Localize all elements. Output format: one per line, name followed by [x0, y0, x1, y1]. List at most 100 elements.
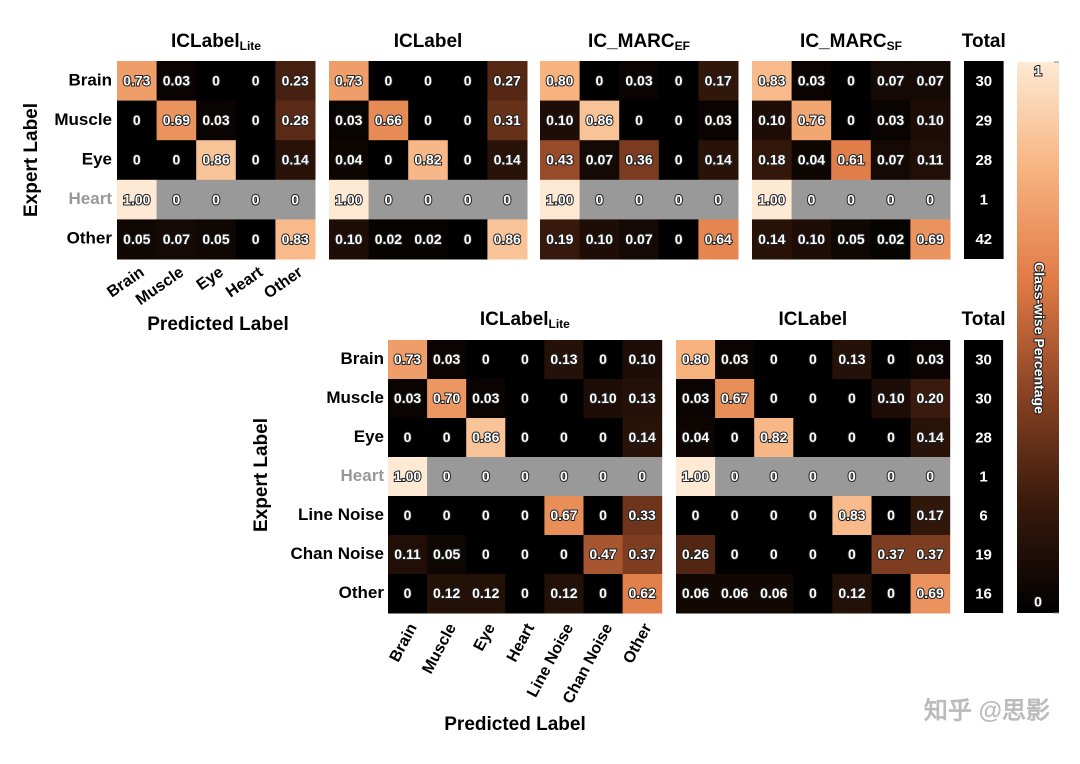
heatmap-cell: [832, 379, 872, 419]
cell-label: 0: [560, 390, 568, 406]
cell-label: 0: [770, 390, 778, 406]
cell-label: 0.14: [917, 429, 944, 445]
cell-label: 0: [443, 429, 451, 445]
heatmap-cell: [544, 574, 584, 614]
heatmap-cell: [793, 574, 833, 614]
heatmap-cell: [658, 61, 699, 102]
total-value: 30: [975, 390, 992, 407]
y-tick-label: Heart: [341, 466, 385, 485]
heatmap-cell: [447, 100, 488, 141]
total-value: 28: [975, 152, 992, 169]
cell-label: 0: [692, 507, 700, 523]
heatmap-cell: [754, 340, 794, 380]
cell-label: 0.67: [550, 507, 577, 523]
y-axis-label: Expert Label: [251, 418, 272, 532]
cell-label: 0.07: [917, 73, 944, 89]
heatmap-cell: [408, 179, 449, 220]
heatmap-cell: [676, 535, 716, 575]
cell-label: 0.27: [494, 73, 521, 89]
cell-label: 0.80: [682, 351, 709, 367]
cell-label: 0: [675, 112, 683, 128]
heatmap-cell: [871, 496, 912, 536]
cell-label: 0.07: [625, 231, 652, 247]
heatmap-cell: [832, 340, 872, 380]
heatmap-cell: [196, 179, 237, 220]
cell-label: 0: [887, 191, 895, 207]
cell-label: 0: [482, 468, 490, 484]
title-sub: SF: [887, 39, 902, 53]
cell-label: 0: [731, 507, 739, 523]
cell-label: 0: [926, 468, 934, 484]
cell-label: 0.14: [494, 152, 521, 168]
x-axis-label: Predicted Label: [147, 314, 289, 335]
heatmap-cell: [156, 100, 197, 141]
colorbar-tick-label: 1: [1034, 63, 1042, 79]
cell-label: 0.37: [877, 546, 904, 562]
heatmap-cell: [870, 140, 911, 181]
cell-label: 0: [212, 73, 220, 89]
heatmap-cell: [870, 179, 911, 220]
cell-label: 0.83: [282, 231, 309, 247]
cell-label: 0.02: [414, 231, 441, 247]
cell-label: 0.03: [705, 112, 732, 128]
cell-label: 0.10: [546, 112, 573, 128]
heatmap-cell: [540, 219, 581, 260]
cell-label: 0.07: [877, 73, 904, 89]
heatmap-cell: [676, 418, 716, 458]
cell-label: 0: [809, 585, 817, 601]
cell-label: 0: [675, 231, 683, 247]
cell-label: 0.10: [586, 231, 613, 247]
heatmap-cell: [368, 61, 409, 102]
heatmap-cell: [715, 457, 755, 497]
heatmap-cell: [235, 179, 276, 220]
heatmap-cell: [658, 100, 699, 141]
heatmap-cell: [832, 574, 872, 614]
heatmap-cell: [622, 340, 663, 380]
cell-label: 0.10: [877, 390, 904, 406]
cell-label: 0.64: [705, 231, 732, 247]
heatmap-cell: [752, 61, 793, 102]
heatmap-cell: [540, 61, 581, 102]
cell-label: 0.86: [202, 152, 229, 168]
heatmap-cell: [754, 535, 794, 575]
cell-label: 0: [464, 191, 472, 207]
heatmap-cell: [156, 179, 197, 220]
heatmap-cell: [622, 418, 663, 458]
cell-label: 0: [424, 73, 432, 89]
cell-label: 0.03: [472, 390, 499, 406]
heatmap-cell: [676, 457, 716, 497]
heatmap-cell: [505, 457, 545, 497]
heatmap-cell: [275, 100, 316, 141]
heatmap-cell: [466, 496, 506, 536]
heatmap-cell: [832, 457, 872, 497]
cell-label: 0.12: [550, 585, 577, 601]
heatmap-cell: [579, 100, 620, 141]
heatmap-cell: [329, 61, 370, 102]
heatmap-cell: [487, 179, 528, 220]
heatmap-cell: [622, 457, 663, 497]
heatmap-cell: [388, 418, 428, 458]
x-tick-label: Brain: [387, 621, 421, 665]
cell-label: 0: [404, 429, 412, 445]
cell-label: 1.00: [123, 191, 150, 207]
title-main: ICLabel: [480, 309, 549, 330]
heatmap-cell: [117, 100, 158, 141]
heatmap-cell: [793, 418, 833, 458]
cell-label: 0.14: [705, 152, 732, 168]
title-sub: EF: [675, 39, 690, 53]
cell-label: 0.69: [163, 112, 190, 128]
heatmap-cell: [583, 574, 624, 614]
cell-label: 0: [926, 191, 934, 207]
heatmap-title: ICLabel: [394, 31, 463, 52]
total-value: 29: [975, 112, 992, 129]
cell-label: 0: [635, 112, 643, 128]
heatmap-cell: [619, 140, 660, 181]
heatmap-cell: [275, 61, 316, 102]
heatmap-title: IC_MARCSF: [800, 31, 902, 53]
cell-label: 0: [809, 390, 817, 406]
cell-label: 0: [464, 152, 472, 168]
heatmap-cell: [676, 379, 716, 419]
heatmap-cell: [583, 496, 624, 536]
title-main: IC_MARC: [588, 31, 675, 52]
